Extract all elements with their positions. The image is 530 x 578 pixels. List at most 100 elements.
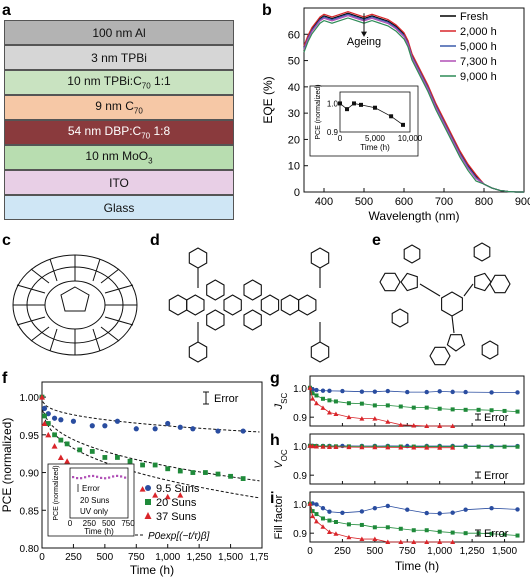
- legend-marker: [144, 512, 152, 519]
- data-point: [502, 532, 507, 537]
- data-point: [450, 510, 455, 515]
- data-point: [314, 512, 319, 517]
- data-point: [42, 413, 47, 419]
- y-tick-label: 50: [288, 56, 300, 68]
- data-point: [314, 387, 319, 393]
- legend-label: 9,000 h: [460, 71, 497, 83]
- data-point: [139, 486, 146, 492]
- data-point: [320, 388, 326, 393]
- data-point: [398, 539, 404, 544]
- data-point: [313, 518, 319, 524]
- data-point: [102, 423, 108, 429]
- fit-line: [42, 401, 260, 433]
- data-point: [52, 432, 57, 438]
- panel-letter-e: e: [372, 232, 381, 249]
- inset-point: [124, 476, 127, 479]
- x-tick-label: 1,250: [187, 552, 212, 563]
- layer-5: 10 nm MoO3: [4, 145, 234, 170]
- data-point: [327, 518, 332, 523]
- data-point: [411, 422, 417, 428]
- error-label: Error: [214, 393, 239, 405]
- inset-x-label: Time (h): [84, 527, 114, 536]
- data-point: [502, 408, 507, 413]
- dbp-molecule: [168, 247, 330, 363]
- y-tick-label: 0.9: [293, 471, 307, 482]
- layer-2: 10 nm TPBi:C70 1:1: [4, 70, 234, 95]
- data-point: [314, 502, 319, 507]
- plot-frame: [303, 7, 525, 193]
- ring: [223, 294, 242, 316]
- ring: [188, 341, 208, 363]
- data-point: [424, 528, 429, 533]
- panel-letter-a: a: [2, 2, 11, 19]
- ring: [441, 291, 463, 317]
- data-point: [359, 444, 365, 450]
- inset-x-tick-label: 10,000: [398, 134, 423, 143]
- inset-point: [112, 475, 115, 478]
- data-point: [45, 431, 52, 438]
- data-point: [359, 389, 365, 394]
- data-point: [405, 507, 410, 512]
- inset-point: [108, 476, 111, 479]
- data-point: [372, 389, 378, 394]
- data-point: [372, 403, 377, 408]
- x-tick-label: 500: [355, 196, 373, 208]
- data-point: [398, 422, 404, 427]
- data-point: [450, 445, 456, 450]
- data-point: [58, 417, 64, 423]
- data-point: [320, 405, 326, 410]
- data-point: [437, 423, 443, 428]
- ring: [243, 279, 262, 301]
- data-point: [476, 407, 481, 412]
- layer-label: 9 nm C70: [95, 99, 143, 116]
- inset-point: [72, 476, 75, 479]
- x-tick-label: 1,500: [218, 552, 243, 563]
- data-point: [450, 530, 455, 535]
- device-stack: 100 nm Al 3 nm TPBi 10 nm TPBi:C70 1:1 9 nm…: [0, 6, 240, 220]
- ring: [186, 294, 205, 316]
- data-point: [463, 531, 468, 536]
- ring: [243, 309, 262, 331]
- inset-x-tick-label: 0: [68, 519, 73, 528]
- legend-fit-label: P0exp[(−t/τ)β]: [148, 531, 210, 542]
- inset-box: [309, 85, 419, 157]
- data-point: [450, 539, 456, 544]
- data-point: [326, 409, 332, 415]
- data-point: [385, 388, 391, 394]
- data-point: [489, 531, 494, 536]
- ring: [481, 340, 499, 360]
- inset-point: [96, 475, 99, 478]
- data-point: [340, 510, 345, 515]
- legend-label: Fresh: [460, 11, 488, 23]
- data-point: [58, 437, 64, 443]
- data-point: [320, 524, 326, 529]
- data-point: [340, 388, 345, 394]
- inset-box: [47, 463, 135, 537]
- data-point: [51, 415, 58, 421]
- y-tick-label: 1.0: [293, 384, 307, 395]
- legend-label: 5,000 h: [460, 41, 497, 53]
- data-point: [450, 423, 456, 428]
- data-point: [333, 531, 339, 536]
- y-tick-label: 20: [288, 134, 300, 146]
- layer-4: 54 nm DBP:C70 1:8: [4, 120, 234, 145]
- data-point: [489, 408, 494, 413]
- ring: [429, 346, 451, 366]
- data-point: [385, 444, 391, 450]
- data-point: [385, 503, 391, 509]
- data-point: [177, 424, 183, 430]
- data-point: [70, 418, 77, 424]
- data-point: [463, 407, 468, 412]
- data-point: [489, 506, 494, 511]
- data-point: [77, 447, 83, 453]
- data-point: [372, 416, 378, 421]
- ring: [298, 294, 317, 316]
- data-point: [489, 390, 494, 395]
- jsc-voc-ff-charts: 0.9 1.0 JSC Error 0.9 1.0 VOC Error 0.9 1.0 Fill f…: [273, 375, 525, 573]
- data-point: [333, 411, 339, 417]
- x-tick-label: 250: [334, 546, 351, 557]
- inset-x-tick-label: 750: [121, 519, 135, 528]
- ring: [260, 294, 280, 316]
- data-point: [372, 525, 377, 530]
- eqe-chart: 400 500 600 700 800 900 0 10 20 30 40 50 60 Wavelengt…: [261, 7, 530, 223]
